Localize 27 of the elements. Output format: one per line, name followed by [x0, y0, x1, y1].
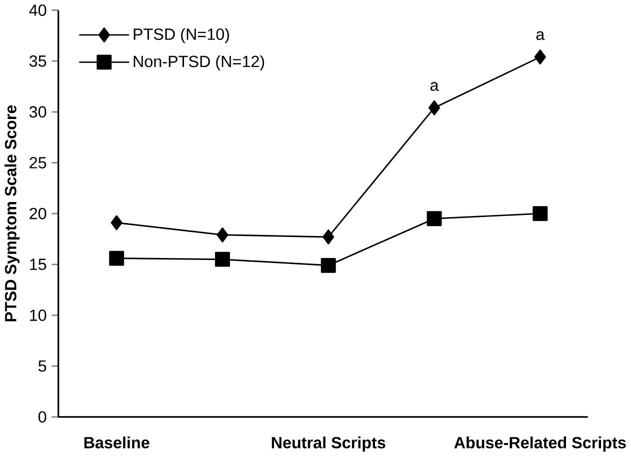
point: [532, 206, 548, 222]
y-tick-label: 0: [38, 411, 46, 423]
annotation: a: [536, 31, 545, 40]
point: [428, 100, 440, 116]
point: [216, 227, 228, 242]
y-tick-label: 35: [29, 55, 46, 67]
x-tick-label: Abuse-Related Scripts: [454, 436, 626, 452]
point: [320, 258, 336, 273]
legend-label: Non-PTSD (N=12): [134, 55, 264, 70]
y-axis-title: PTSD Symptom Scale Score: [4, 105, 20, 322]
y-tick-label: 15: [30, 258, 46, 270]
point: [322, 229, 334, 244]
point: [109, 250, 124, 266]
point: [426, 211, 442, 226]
y-tick-label: 5: [38, 360, 46, 372]
y-tick-label: 40: [29, 4, 46, 16]
y-tick-label: 30: [29, 106, 46, 118]
legend-label: PTSD (N=10): [134, 28, 230, 44]
point: [110, 215, 122, 230]
x-tick-label: Baseline: [84, 436, 150, 448]
y-tick-label: 10: [30, 309, 46, 321]
x-tick-label: Neutral Scripts: [272, 436, 386, 452]
annotation: a: [430, 82, 439, 91]
point: [215, 252, 230, 267]
y-tick-label: 25: [30, 156, 46, 168]
y-tick-label: 20: [30, 208, 46, 220]
point: [534, 49, 546, 64]
